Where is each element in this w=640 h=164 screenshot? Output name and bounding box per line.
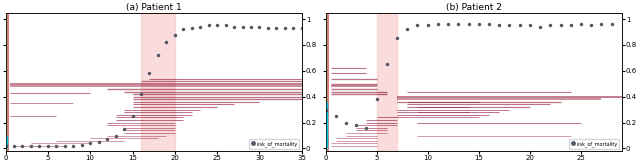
Title: (b) Patient 2: (b) Patient 2 [445,3,502,12]
Legend: risk_of_mortality: risk_of_mortality [569,139,620,149]
Bar [141,13,175,151]
Title: (a) Patient 1: (a) Patient 1 [126,3,182,12]
Legend: risk_of_mortality: risk_of_mortality [249,139,300,149]
Bar [376,13,397,151]
